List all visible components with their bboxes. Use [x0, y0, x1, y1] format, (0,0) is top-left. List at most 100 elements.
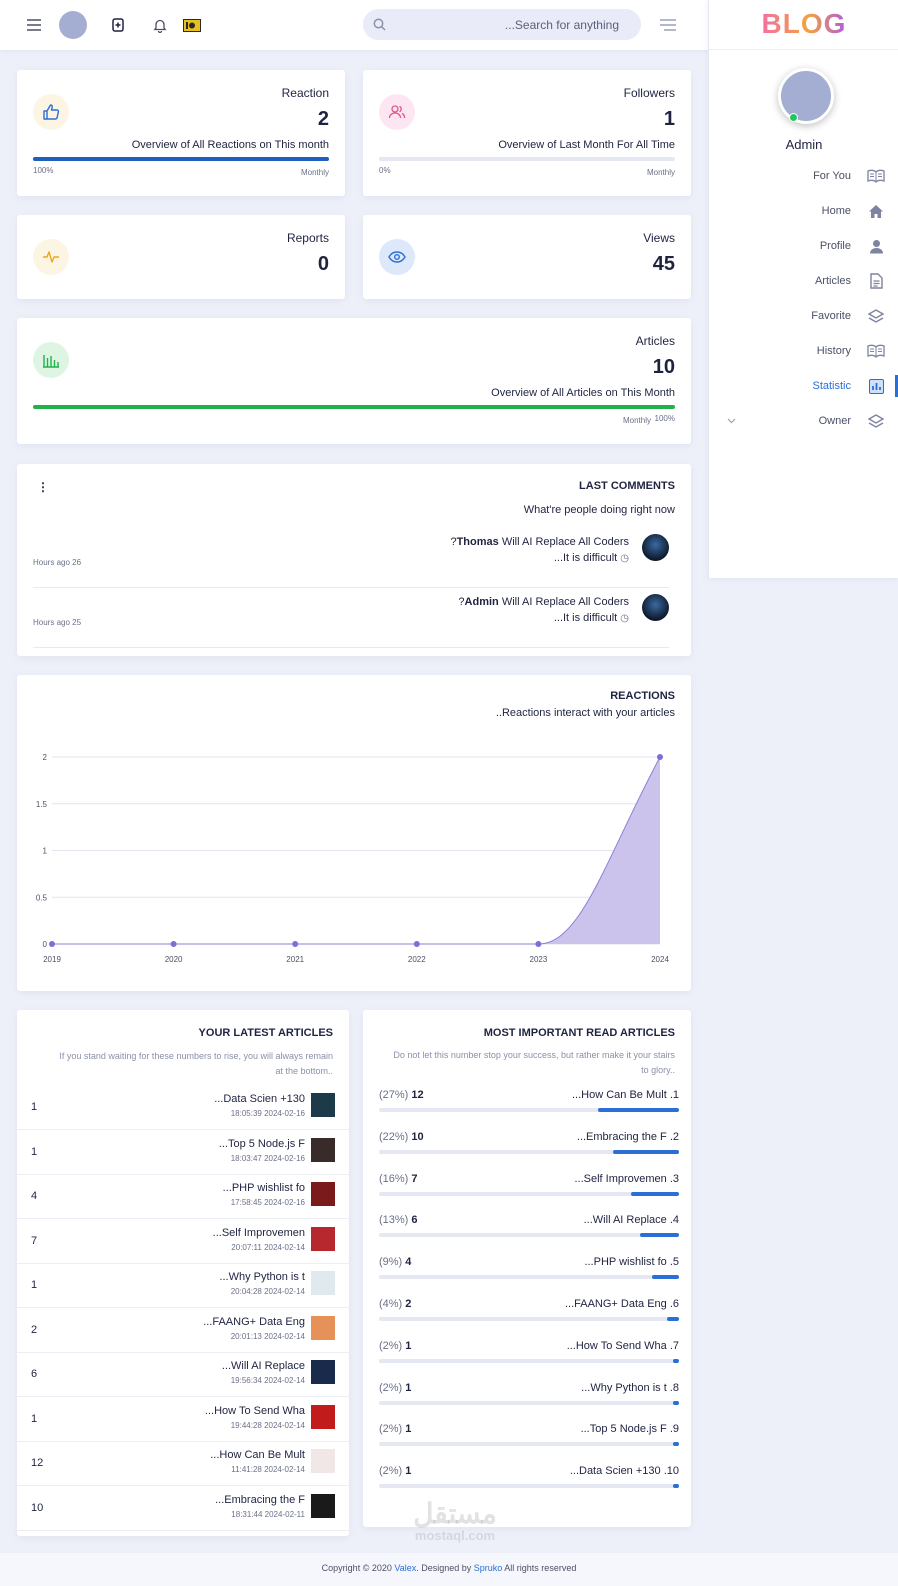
article-thumbnail[interactable] — [311, 1137, 335, 1162]
article-date: 20:07:11 2024-02-14 — [231, 1242, 305, 1252]
article-thumbnail[interactable] — [311, 1493, 335, 1518]
blog-logo[interactable]: BLOG — [709, 0, 898, 50]
article-thumbnail[interactable] — [311, 1360, 335, 1384]
read-article-row[interactable]: (4%) 2 ...FAANG+ Data Eng .6 — [379, 1292, 679, 1334]
top-bar — [0, 0, 708, 50]
article-title[interactable]: ...Will AI Replace — [221, 1360, 305, 1372]
read-article-title[interactable]: ...How To Send Wha .7 — [566, 1339, 679, 1352]
read-article-row[interactable]: (2%) 1 ...Top 5 Node.js F .9 — [379, 1417, 679, 1459]
article-title[interactable]: ...Embracing the F — [215, 1493, 305, 1506]
article-row[interactable]: 1 ...Data Scien +130 18:05:39 2024-02-16 — [17, 1085, 349, 1130]
comment-excerpt: ...It is difficult ◷ — [553, 552, 629, 564]
article-reaction-count: 1 — [31, 1279, 38, 1291]
add-document-icon[interactable] — [108, 15, 128, 35]
article-date: 18:03:47 2024-02-16 — [230, 1153, 305, 1163]
article-row[interactable]: 1 ...Top 5 Node.js F 18:03:47 2024-02-16 — [17, 1130, 349, 1175]
article-title[interactable]: ...Self Improvemen — [212, 1226, 305, 1239]
data-point — [292, 941, 299, 947]
comment-item[interactable]: ?Thomas Will AI Replace All Coders ...It… — [33, 530, 669, 588]
spruko-link[interactable]: Spruko — [473, 1563, 503, 1573]
options-menu-icon[interactable] — [658, 15, 678, 35]
sidebar-item-label: Home — [821, 205, 851, 217]
article-thumbnail[interactable] — [311, 1404, 335, 1429]
read-article-title[interactable]: ...Top 5 Node.js F .9 — [580, 1423, 679, 1436]
menu-icon[interactable] — [24, 15, 44, 35]
read-article-title[interactable]: ...FAANG+ Data Eng .6 — [564, 1298, 679, 1310]
article-row[interactable]: 12 ...How Can Be Mult 11:41:28 2024-02-14 — [17, 1441, 349, 1486]
sidebar-item-statistic[interactable]: Statistic — [709, 371, 898, 401]
article-thumbnail[interactable] — [311, 1315, 335, 1340]
article-row[interactable]: 1 ...How To Send Wha 19:44:28 2024-02-14 — [17, 1397, 349, 1442]
profile-avatar[interactable] — [778, 68, 834, 124]
valex-link[interactable]: Valex — [394, 1563, 417, 1573]
article-row[interactable]: 1 ...Why Python is t 20:04:28 2024-02-14 — [17, 1263, 349, 1308]
layers-icon — [867, 307, 885, 325]
sidebar-item-for-you[interactable]: For You — [709, 161, 898, 191]
read-article-row[interactable]: (2%) 1 ...How To Send Wha .7 — [379, 1334, 679, 1376]
read-article-row[interactable]: (22%) 10 ...Embracing the F .2 — [379, 1125, 679, 1167]
read-article-row[interactable]: (2%) 1 ...Why Python is t .8 — [379, 1376, 679, 1418]
read-article-row[interactable]: (16%) 7 ...Self Improvemen .3 — [379, 1167, 679, 1209]
data-point — [657, 754, 663, 760]
read-article-title[interactable]: ...PHP wishlist fo .5 — [584, 1256, 679, 1269]
sidebar-item-articles[interactable]: Articles — [709, 266, 898, 296]
article-reaction-count: 6 — [31, 1368, 38, 1380]
sidebar-item-profile[interactable]: Profile — [709, 231, 898, 261]
article-title[interactable]: ...FAANG+ Data Eng — [203, 1315, 305, 1328]
commenter-avatar — [642, 534, 669, 561]
read-article-title[interactable]: ...How Can Be Mult .1 — [572, 1089, 679, 1101]
article-title[interactable]: ...How Can Be Mult — [210, 1449, 305, 1461]
sidebar-item-label: Favorite — [811, 310, 851, 322]
article-reaction-count: 7 — [31, 1234, 38, 1247]
read-progress-fill — [613, 1149, 679, 1154]
sidebar-item-home[interactable]: Home — [709, 196, 898, 226]
article-row[interactable]: 10 ...Embracing the F 18:31:44 2024-02-11 — [17, 1486, 349, 1531]
article-thumbnail[interactable] — [311, 1271, 335, 1295]
data-point — [49, 941, 55, 947]
search-icon[interactable] — [373, 18, 386, 31]
avatar[interactable] — [59, 11, 87, 39]
read-progress-fill — [673, 1400, 679, 1405]
read-article-title[interactable]: ...Self Improvemen .3 — [574, 1172, 679, 1185]
read-article-title[interactable]: ...Data Scien +130 .10 — [569, 1465, 679, 1478]
sidebar-item-owner[interactable]: Owner — [709, 406, 898, 436]
read-progress-bar — [379, 1484, 679, 1489]
article-reaction-count: 10 — [31, 1501, 44, 1514]
article-title[interactable]: ...How To Send Wha — [204, 1404, 305, 1417]
article-title[interactable]: ...PHP wishlist fo — [222, 1182, 305, 1194]
more-options-icon[interactable]: ⋮ — [37, 480, 49, 494]
article-thumbnail[interactable] — [311, 1449, 335, 1473]
article-title[interactable]: ...Top 5 Node.js F — [218, 1137, 305, 1150]
article-row[interactable]: 2 ...FAANG+ Data Eng 20:01:13 2024-02-14 — [17, 1308, 349, 1353]
sidebar-item-history[interactable]: History — [709, 336, 898, 366]
read-article-row[interactable]: (13%) 6 ...Will AI Replace .4 — [379, 1208, 679, 1250]
article-title[interactable]: ...Why Python is t — [219, 1271, 305, 1283]
chevron-down-icon[interactable] — [727, 415, 736, 427]
article-row[interactable]: 4 ...PHP wishlist fo 17:58:45 2024-02-16 — [17, 1174, 349, 1219]
read-progress-bar — [379, 1317, 679, 1321]
sidebar-item-favorite[interactable]: Favorite — [709, 301, 898, 331]
stat-title: Reports — [286, 231, 329, 245]
article-thumbnail[interactable] — [311, 1226, 335, 1251]
comment-item[interactable]: ?Admin Will AI Replace All Coders ...It … — [33, 590, 669, 648]
y-tick-label: 2 — [43, 753, 48, 762]
article-row[interactable]: 6 ...Will AI Replace 19:56:34 2024-02-14 — [17, 1352, 349, 1397]
read-article-title[interactable]: ...Embracing the F .2 — [576, 1130, 679, 1143]
article-row[interactable]: 7 ...Self Improvemen 20:07:11 2024-02-14 — [17, 1219, 349, 1264]
read-progress-fill — [673, 1442, 679, 1447]
search-input[interactable] — [391, 9, 631, 40]
read-article-title[interactable]: ...Why Python is t .8 — [581, 1381, 679, 1394]
article-thumbnail[interactable] — [311, 1182, 335, 1206]
read-percent: (16%) 7 — [379, 1172, 418, 1185]
bell-icon[interactable] — [150, 15, 170, 35]
article-reaction-count: 4 — [31, 1190, 38, 1202]
read-article-title[interactable]: ...Will AI Replace .4 — [583, 1214, 679, 1227]
flag-icon[interactable] — [182, 15, 202, 35]
read-article-row[interactable]: (2%) 1 ...Data Scien +130 .10 — [379, 1459, 679, 1501]
article-reaction-count: 12 — [31, 1457, 44, 1469]
read-article-row[interactable]: (27%) 12 ...How Can Be Mult .1 — [379, 1083, 679, 1125]
article-thumbnail[interactable] — [311, 1093, 335, 1117]
article-title[interactable]: ...Data Scien +130 — [214, 1093, 305, 1105]
read-article-row[interactable]: (9%) 4 ...PHP wishlist fo .5 — [379, 1250, 679, 1292]
read-progress-fill — [667, 1317, 679, 1321]
